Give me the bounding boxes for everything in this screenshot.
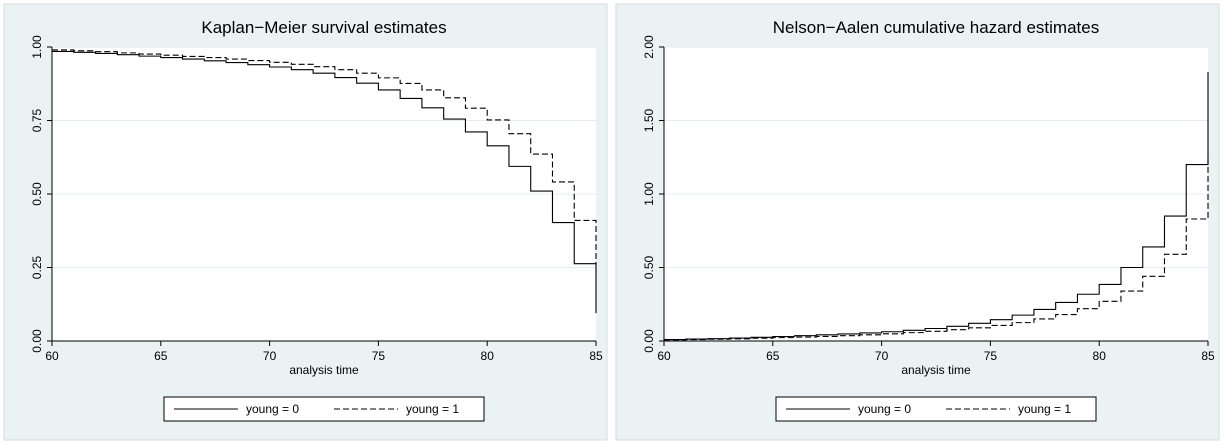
km-chart-panel: Kaplan−Meier survival estimates 0.00 0.25 0… — [0, 0, 611, 444]
y-tick-label: 0.00 — [30, 329, 44, 353]
series-line-young-1 — [52, 49, 597, 265]
legend-label: young = 0 — [246, 402, 299, 416]
x-tick-label: 85 — [589, 349, 603, 363]
series-line-young-1 — [664, 157, 1209, 341]
x-tick-label: 65 — [154, 349, 168, 363]
chart-title: Kaplan−Meier survival estimates — [201, 18, 446, 37]
y-tick-label: 0.50 — [642, 255, 656, 279]
y-tick-label: 2.00 — [642, 35, 656, 59]
y-tick-label: 0.50 — [30, 182, 44, 206]
x-tick-label: 60 — [657, 349, 671, 363]
y-tick-label: 0.75 — [30, 108, 44, 132]
y-tick-label: 1.00 — [30, 35, 44, 59]
x-axis-title: analysis time — [901, 363, 971, 377]
na-chart-panel: Nelson−Aalen cumulative hazard estimates… — [612, 0, 1223, 444]
x-tick-label: 70 — [875, 349, 889, 363]
legend-label: young = 0 — [858, 402, 911, 416]
y-tick-label: 1.50 — [642, 108, 656, 132]
x-tick-label: 70 — [263, 349, 277, 363]
x-tick-label: 75 — [372, 349, 386, 363]
x-tick-label: 85 — [1201, 349, 1215, 363]
x-tick-label: 65 — [766, 349, 780, 363]
chart-title: Nelson−Aalen cumulative hazard estimates — [773, 18, 1099, 37]
x-axis-title: analysis time — [289, 363, 359, 377]
legend-label: young = 1 — [1018, 402, 1071, 416]
x-tick-label: 60 — [45, 349, 59, 363]
series-line-young-0 — [52, 50, 597, 314]
x-tick-label: 80 — [1093, 349, 1107, 363]
y-tick-label: 0.25 — [30, 255, 44, 279]
y-tick-label: 1.00 — [642, 182, 656, 206]
x-tick-label: 75 — [984, 349, 998, 363]
x-tick-label: 80 — [481, 349, 495, 363]
y-tick-label: 0.00 — [642, 329, 656, 353]
legend-label: young = 1 — [406, 402, 459, 416]
series-line-young-0 — [664, 71, 1209, 341]
chart-svg: Nelson−Aalen cumulative hazard estimates… — [615, 3, 1220, 441]
chart-svg: Kaplan−Meier survival estimates 0.00 0.25 0… — [3, 3, 608, 441]
